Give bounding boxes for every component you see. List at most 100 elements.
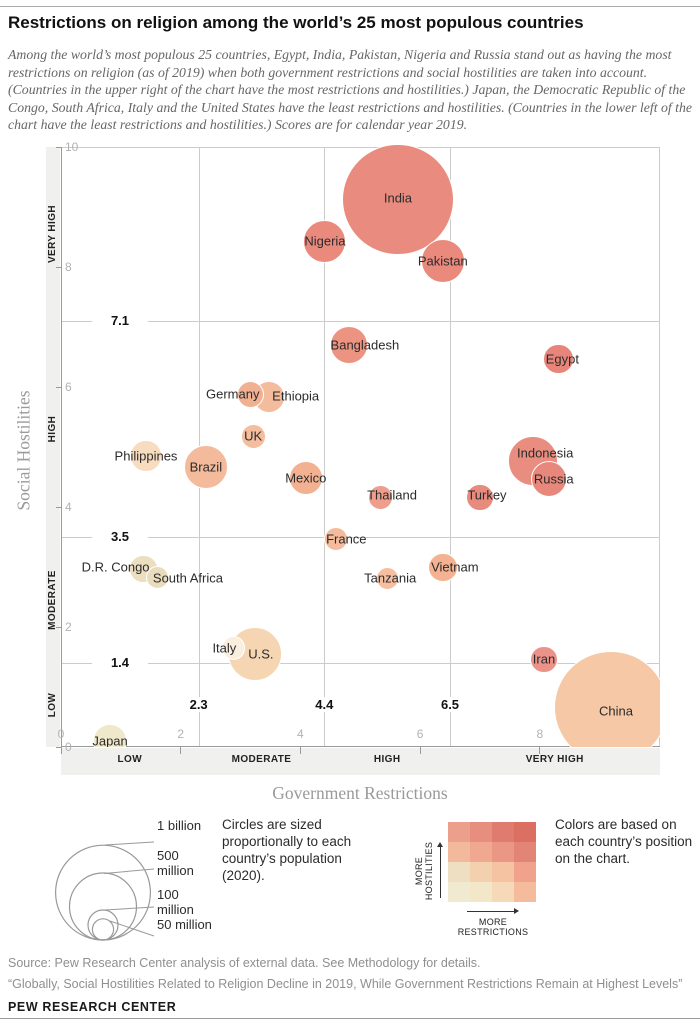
- bubble-label-iran: Iran: [532, 651, 556, 667]
- footer-brand: PEW RESEARCH CENTER: [8, 1000, 177, 1014]
- color-matrix-cell-2-0: [448, 862, 470, 882]
- footer-source: Source: Pew Research Center analysis of …: [8, 956, 481, 970]
- population-size-legend-circles: [54, 841, 155, 941]
- bubble-label-uk: UK: [244, 428, 263, 444]
- size-legend-circle-50-million: [91, 918, 115, 941]
- bubble-label-pakistan: Pakistan: [417, 253, 468, 269]
- bubble-label-china: China: [599, 703, 633, 719]
- bubble-china: [554, 650, 660, 747]
- bubble-label-brazil: Brazil: [189, 459, 223, 475]
- bubble-label-india: India: [383, 190, 413, 206]
- bubble-mexico: [288, 460, 323, 495]
- bubble-pakistan: [420, 238, 466, 284]
- color-matrix-cell-1-2: [492, 842, 514, 862]
- bubble-label-ethiopia: Ethiopia: [272, 388, 320, 404]
- bubble-thailand: [367, 484, 393, 510]
- bubble-russia: [530, 460, 567, 497]
- gridline-right: [659, 147, 660, 747]
- gridline-x-4.4: [324, 147, 326, 747]
- size-legend-circle-500-million: [68, 872, 138, 941]
- bubble-label-japan: Japan: [92, 733, 128, 748]
- bubble-label-bangladesh: Bangladesh: [330, 337, 400, 353]
- size-legend-leader-line-2: [104, 906, 155, 911]
- bottom-rule: [0, 1018, 700, 1019]
- bubble-vietnam: [428, 552, 458, 583]
- more-hostilities-label: MORE HOSTILITIES: [414, 841, 434, 901]
- bubble-label-u-s: U.S.: [248, 646, 274, 662]
- color-matrix-cell-1-0: [448, 842, 470, 862]
- color-matrix-cell-1-1: [470, 842, 492, 862]
- footer-report-title: “Globally, Social Hostilities Related to…: [8, 977, 683, 991]
- plot-area: Japan D.R. Congo South Africa Philippines Br…: [61, 138, 660, 747]
- size-legend-caption: Circles are sized proportionally to each…: [222, 817, 352, 883]
- gridline-y-7.1: [61, 321, 660, 322]
- y-axis-line: [61, 147, 62, 747]
- legend: 1 billion 500 million 100 million 50 millio…: [0, 808, 700, 956]
- color-matrix-cell-2-1: [470, 862, 492, 882]
- bubble-label-indonesia: Indonesia: [517, 445, 574, 461]
- bubble-philippines: [130, 440, 162, 472]
- bubble-label-south-africa: South Africa: [152, 570, 224, 586]
- color-legend-caption: Colors are based on each country’s posit…: [555, 817, 693, 866]
- bubble-label-philippines: Philippines: [114, 448, 178, 464]
- color-matrix-cell-2-2: [492, 862, 514, 882]
- x-axis-line: [61, 746, 660, 747]
- bubble-egypt: [543, 343, 574, 374]
- page-title: Restrictions on religion among the world…: [8, 13, 584, 32]
- bubble-label-russia: Russia: [533, 471, 574, 487]
- bubble-label-france: France: [326, 531, 367, 547]
- bubble-label-egypt: Egypt: [545, 351, 579, 367]
- color-matrix-cell-0-2: [492, 822, 514, 842]
- x-axis-band-strip: [61, 748, 660, 775]
- more-restrictions-arrow: [467, 911, 515, 912]
- bubble-iran: [530, 645, 558, 674]
- bubble-label-mexico: Mexico: [285, 470, 327, 486]
- size-legend-leader-line-0: [104, 841, 155, 846]
- gridline-y-1.4: [61, 663, 660, 664]
- bubble-label-thailand: Thailand: [367, 487, 417, 503]
- color-matrix-cell-0-1: [470, 822, 492, 842]
- x-axis-title: Government Restrictions: [272, 783, 448, 803]
- color-matrix-cell-0-0: [448, 822, 470, 842]
- bubble-south-africa: [146, 565, 170, 589]
- size-legend-leader-line-3: [109, 920, 155, 937]
- color-matrix-cell-3-3: [514, 882, 536, 902]
- color-matrix-cell-3-0: [448, 882, 470, 902]
- bubble-label-vietnam: Vietnam: [431, 559, 479, 575]
- bubble-label-germany: Germany: [205, 386, 260, 402]
- size-legend-circle-1-billion: [54, 844, 152, 941]
- size-legend-circle-100-million: [87, 909, 119, 941]
- bubble-india: [342, 143, 454, 255]
- bubble-label-italy: Italy: [212, 640, 237, 656]
- bubble-germany: [237, 380, 265, 408]
- bubble-label-nigeria: Nigeria: [304, 233, 346, 249]
- top-rule: [0, 6, 700, 7]
- bubble-label-turkey: Turkey: [467, 487, 507, 503]
- bubble-label-d-r-congo: D.R. Congo: [81, 559, 150, 575]
- color-matrix-cell-0-3: [514, 822, 536, 842]
- gridline-y-3.5: [61, 537, 660, 538]
- size-legend-leader-line-1: [103, 868, 155, 874]
- gridline-x-6.5: [450, 147, 452, 747]
- bubble-tanzania: [375, 566, 399, 590]
- bubble-italy: [221, 636, 246, 660]
- more-hostilities-arrowhead-icon: [437, 842, 443, 847]
- color-matrix-cell-1-3: [514, 842, 536, 862]
- bubble-uk: [240, 423, 266, 449]
- bubble-japan: [93, 724, 127, 747]
- color-matrix-cell-2-3: [514, 862, 536, 882]
- more-hostilities-arrow: [440, 846, 441, 898]
- bubble-bangladesh: [329, 325, 369, 365]
- y-axis-band-strip: [46, 147, 60, 747]
- color-legend-matrix: [448, 822, 536, 902]
- y-axis-title: Social Hostilities: [13, 390, 34, 511]
- bubble-france: [324, 526, 349, 551]
- more-restrictions-label: MORE RESTRICTIONS: [457, 917, 529, 937]
- color-matrix-cell-3-2: [492, 882, 514, 902]
- bubble-label-tanzania: Tanzania: [364, 570, 417, 586]
- color-matrix-cell-3-1: [470, 882, 492, 902]
- more-restrictions-arrowhead-icon: [514, 908, 519, 914]
- page-subtitle: Among the world’s most populous 25 count…: [8, 47, 693, 133]
- bubble-turkey: [466, 483, 494, 512]
